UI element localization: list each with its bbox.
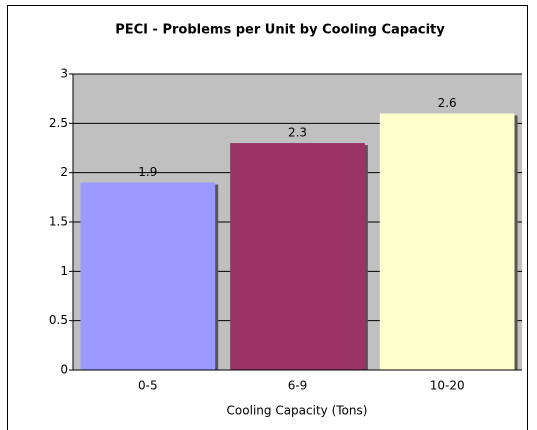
y-tick-label: 2 [60,165,68,179]
x-tick-label: 10-20 [430,379,465,393]
y-tick-label: 1.5 [49,215,68,229]
bar [379,113,515,370]
x-axis-title: Cooling Capacity (Tons) [227,404,368,418]
x-tick-label: 6-9 [288,379,308,393]
x-tick-label: 0-5 [138,379,158,393]
y-tick-label: 2.5 [49,116,68,130]
chart-title: PECI - Problems per Unit by Cooling Capa… [115,23,445,38]
value-label: 1.9 [138,165,157,179]
bar [80,182,216,370]
bar [230,143,365,370]
value-label: 2.3 [288,126,307,140]
value-label: 2.6 [438,96,457,110]
y-tick-label: 3 [60,67,68,81]
y-tick-label: 1 [60,264,68,278]
y-tick-label: 0 [60,363,68,377]
y-tick-label: 0.5 [49,313,68,327]
